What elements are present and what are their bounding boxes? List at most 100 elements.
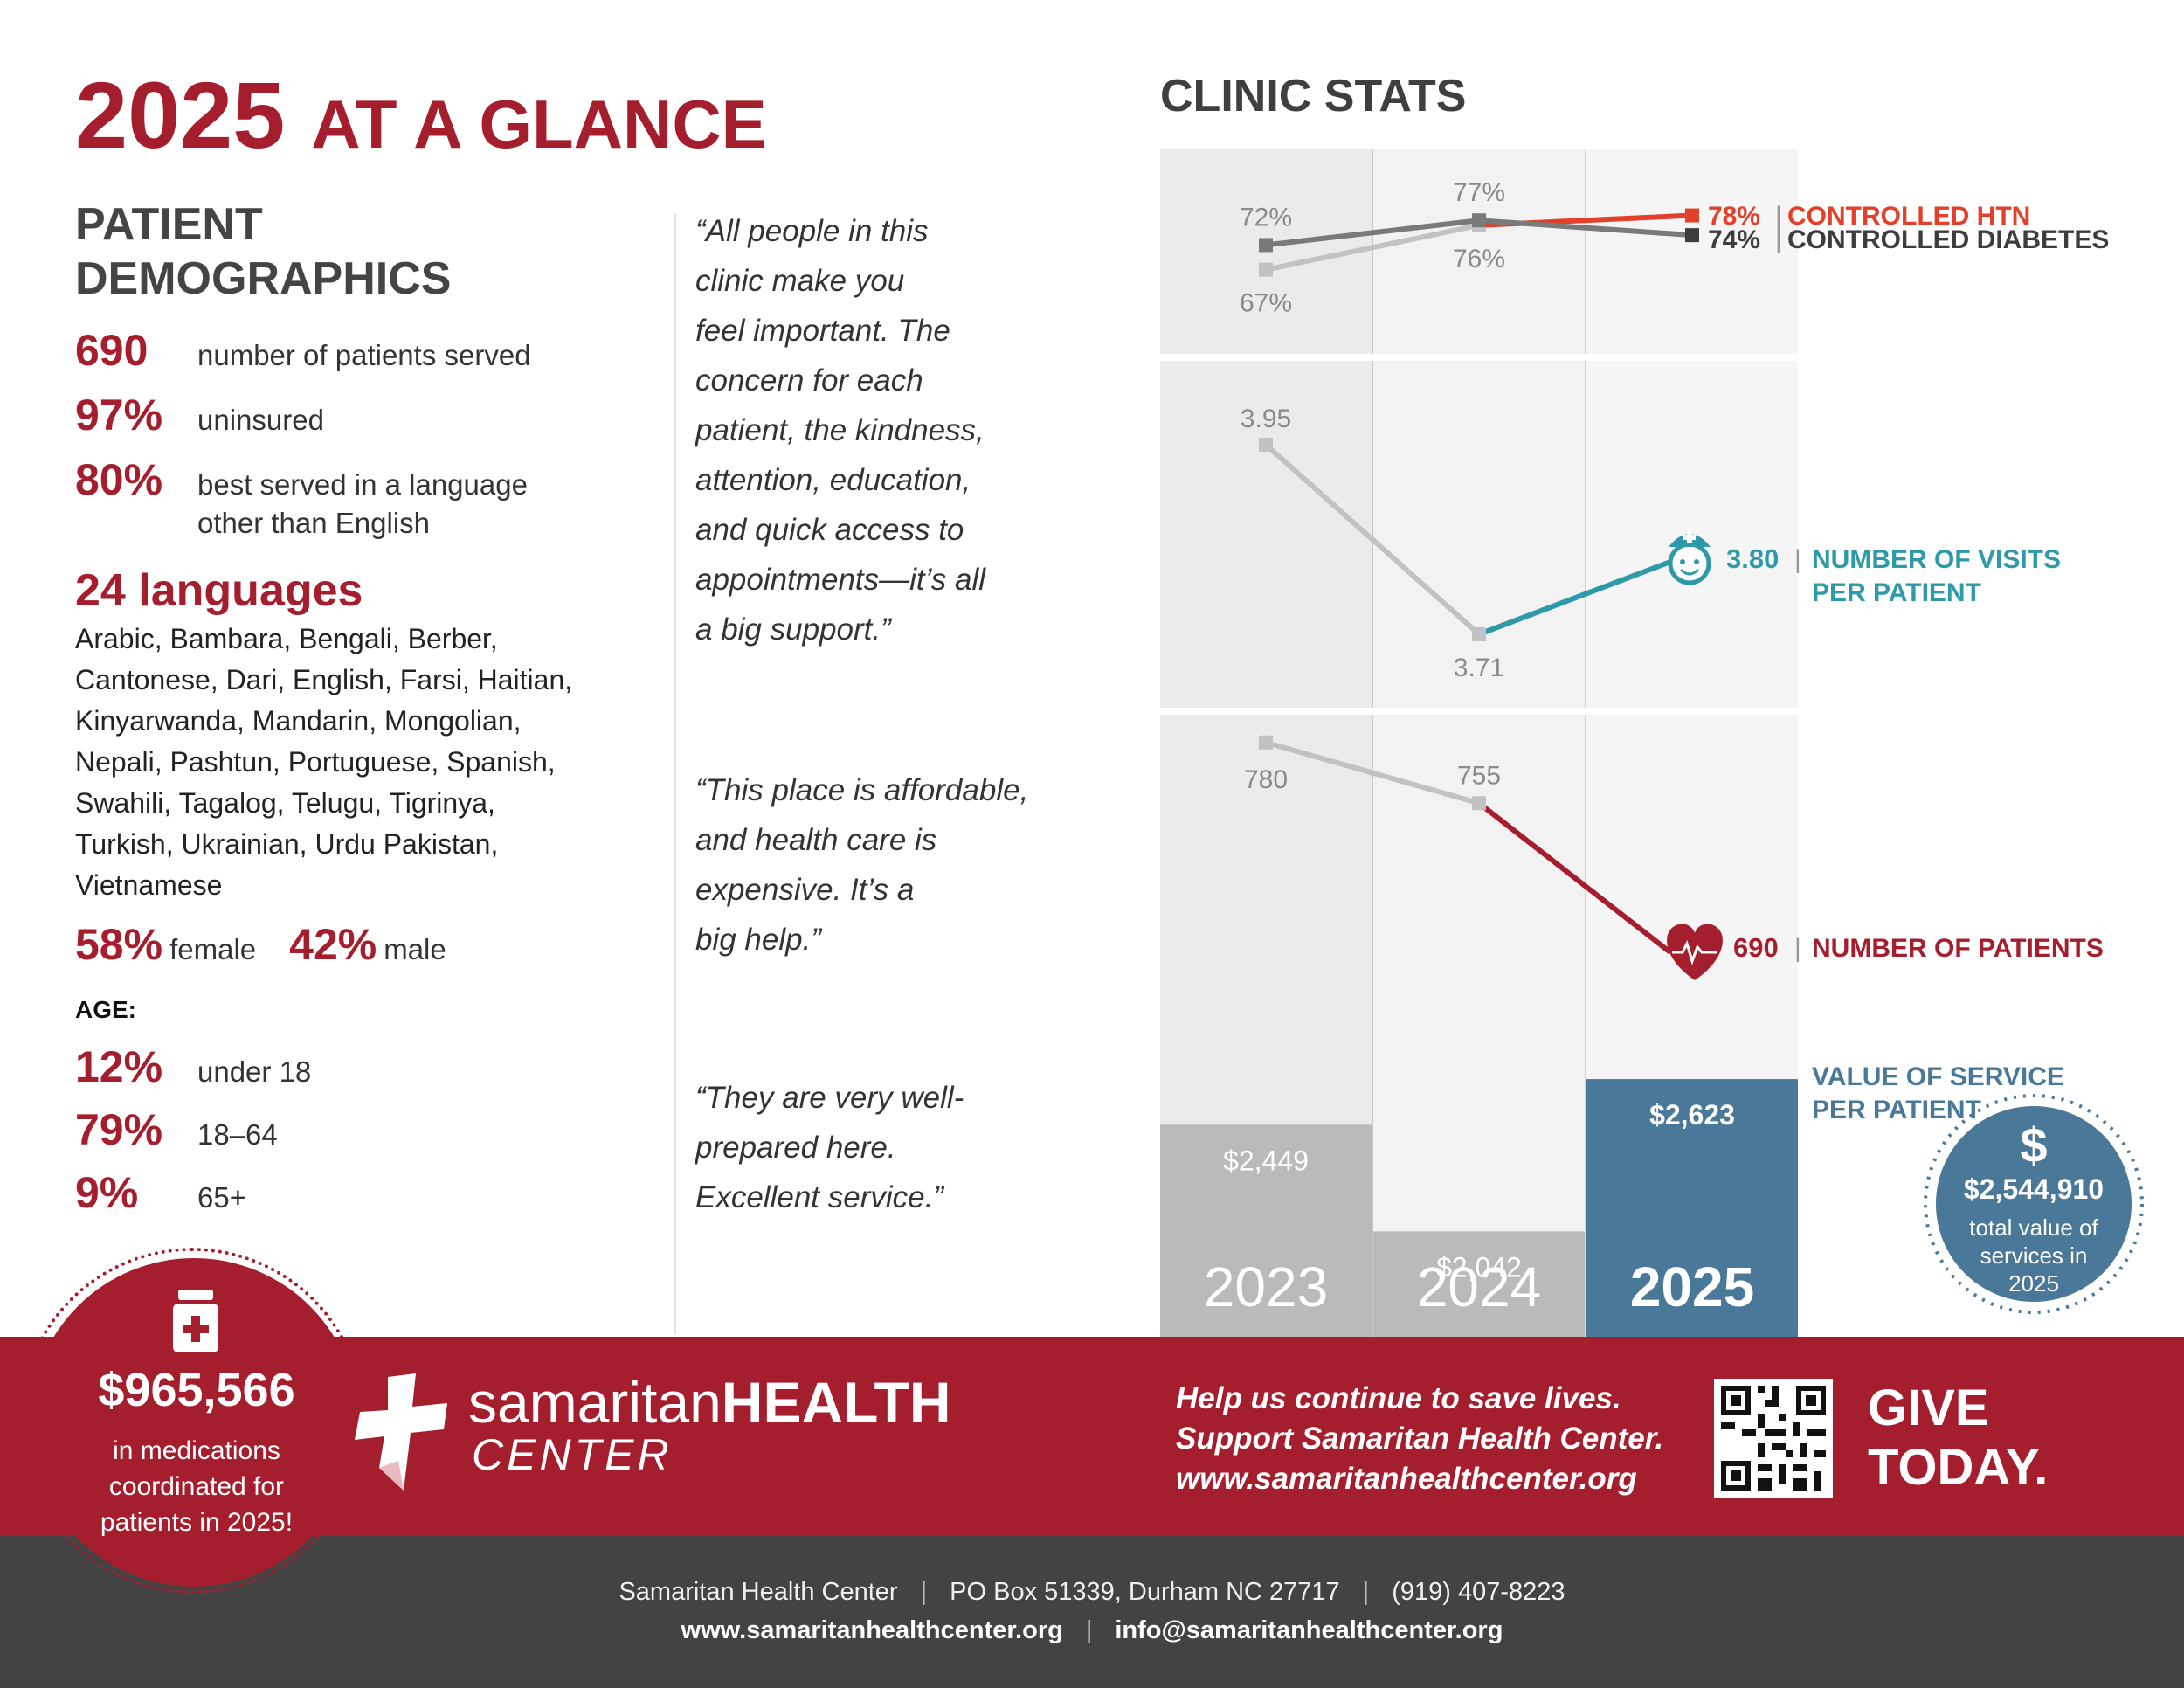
gender-stats: 58% female 42% male [75, 919, 480, 970]
patients-line-past [1265, 739, 1480, 806]
clinic-stats-chart: $2,449 $2,042 $2,623 2023 2024 2025 67% … [1160, 149, 2144, 1337]
age-row: 79% 18–64 [75, 1104, 617, 1155]
website-link[interactable]: www.samaritanhealthcenter.org [681, 1616, 1063, 1644]
age-heading: AGE: [75, 996, 136, 1023]
age-value: 12% [75, 1042, 163, 1091]
stat-value: 80% [75, 455, 163, 504]
samaritan-logo: samaritanHEALTH CENTER [468, 1373, 951, 1478]
email-link[interactable]: info@samaritanhealthcenter.org [1115, 1616, 1503, 1644]
logo-name-bold: HEALTH [721, 1370, 951, 1435]
diabetes-point-2024 [1472, 213, 1486, 228]
medications-amount: $965,566 [98, 1364, 295, 1416]
diabetes-point-2023 [1259, 238, 1273, 253]
age-label: 18–64 [197, 1118, 278, 1151]
visits-label-2024: 3.71 [1454, 654, 1504, 682]
htn-value-2025: 78% [1708, 202, 1760, 231]
htn-line-past [1265, 222, 1480, 273]
visits-legend-line-2: PER PATIENT [1812, 578, 1981, 607]
female-label: female [169, 933, 257, 965]
stat-value: 690 [75, 326, 149, 375]
stat-value: 97% [75, 391, 163, 439]
qr-code-icon[interactable] [1714, 1379, 1833, 1498]
visits-label-2023: 3.95 [1241, 405, 1291, 433]
support-message: Help us continue to save lives. Support … [1176, 1381, 1664, 1496]
column-bg-2024 [1373, 149, 1585, 1337]
title-year: 2025 [75, 62, 286, 168]
legend-separator: | [1794, 934, 1801, 963]
diabetes-legend: CONTROLLED DIABETES [1787, 225, 2109, 254]
page-title: 2025 AT A GLANCE [75, 68, 767, 163]
clinic-stats-heading: CLINIC STATS [1160, 71, 1467, 121]
logo-name-light: samaritan [468, 1370, 722, 1435]
title-text: AT A GLANCE [311, 86, 767, 163]
value-badge-ring [1924, 1094, 2144, 1314]
panel-gap [1160, 354, 1798, 361]
legend-separator: | [1775, 225, 1782, 254]
htn-point-2023 [1259, 262, 1273, 277]
value-legend-line-2: PER PATIENT [1812, 1096, 1981, 1124]
year-label-2023: 2023 [1204, 1256, 1328, 1318]
value-bar-2024 [1373, 1231, 1585, 1337]
give-today-button[interactable]: GIVE TODAY. [1868, 1380, 2049, 1496]
column-divider [674, 214, 676, 1334]
patients-legend: NUMBER OF PATIENTS [1812, 934, 2104, 963]
htn-legend: CONTROLLED HTN [1787, 202, 2030, 231]
diabetes-label-2023: 72% [1240, 203, 1292, 232]
quote-1: “All people in this clinic make you feel… [695, 214, 986, 647]
htn-point-2025 [1685, 208, 1699, 223]
quote-3: “They are very well- prepared here. Exce… [695, 1081, 964, 1214]
value-bar-2025 [1586, 1079, 1798, 1337]
languages-heading: 24 languages [75, 565, 363, 616]
year-label-2024: 2024 [1417, 1256, 1541, 1318]
panel-gap [1160, 708, 1798, 715]
contact-band [0, 1536, 2184, 1688]
cross-logo-icon [355, 1373, 447, 1491]
value-bar-label-2024: $2,042 [1436, 1251, 1522, 1283]
stat-language: 80% best served in a language other than… [75, 454, 564, 543]
value-badge [1936, 1106, 2132, 1302]
value-badge-text-line-2: services in [1980, 1242, 2088, 1269]
logo-sub: CENTER [472, 1430, 673, 1479]
phone: (919) 407-8223 [1392, 1578, 1565, 1606]
patients-value-2025: 690 [1733, 932, 1779, 963]
female-value: 58% [75, 920, 163, 969]
htn-label-2024: 76% [1453, 245, 1505, 273]
visits-value-2025: 3.80 [1726, 543, 1779, 574]
male-label: male [384, 933, 446, 965]
age-label: under 18 [197, 1055, 312, 1088]
stat-label: number of patients served [197, 339, 531, 371]
po-box: PO Box 51339, Durham NC 27717 [950, 1578, 1340, 1606]
org-name: Samaritan Health Center [619, 1578, 898, 1606]
patients-label-2024: 755 [1457, 761, 1501, 790]
stat-patients-served: 690 number of patients served [75, 325, 617, 376]
legend-separator: | [1775, 202, 1782, 231]
nurse-icon [1668, 531, 1711, 585]
value-bar-label-2023: $2,449 [1223, 1145, 1309, 1176]
value-badge-amount: $2,544,910 [1964, 1173, 2104, 1205]
visits-legend-line-1: NUMBER OF VISITS [1812, 545, 2061, 574]
value-bar-label-2025: $2,623 [1649, 1099, 1735, 1131]
patients-line-2025 [1477, 800, 1672, 955]
contact-links: www.samaritanhealthcenter.org | info@samar… [681, 1616, 1503, 1644]
patients-label-2023: 780 [1244, 765, 1288, 794]
value-badge-text-line-3: 2025 [2008, 1270, 2059, 1297]
age-row: 9% 65+ [75, 1167, 617, 1218]
heart-icon [1667, 924, 1723, 980]
contact-address: Samaritan Health Center | PO Box 51339, Du… [619, 1578, 1565, 1606]
stat-uninsured: 97% uninsured [75, 390, 617, 440]
demographics-heading: PATIENT DEMOGRAPHICS [75, 199, 452, 304]
medicine-bottle-icon [173, 1290, 218, 1352]
diabetes-point-2025 [1685, 228, 1699, 243]
age-value: 79% [75, 1105, 163, 1154]
stat-label: uninsured [197, 404, 324, 436]
value-bar-2023 [1160, 1124, 1372, 1337]
dollar-icon: $ [2020, 1117, 2047, 1173]
languages-list: Arabic, Bambara, Bengali, Berber, Canton… [75, 623, 573, 901]
male-value: 42% [289, 920, 377, 969]
stat-label: best served in a language other than Eng… [197, 468, 528, 539]
medications-text: in medications coordinated for patients … [100, 1436, 294, 1537]
diabetes-label-2024: 77% [1453, 178, 1505, 207]
visits-point-2024 [1472, 626, 1486, 641]
visits-point-2023 [1259, 438, 1273, 452]
legend-separator: | [1794, 545, 1801, 574]
